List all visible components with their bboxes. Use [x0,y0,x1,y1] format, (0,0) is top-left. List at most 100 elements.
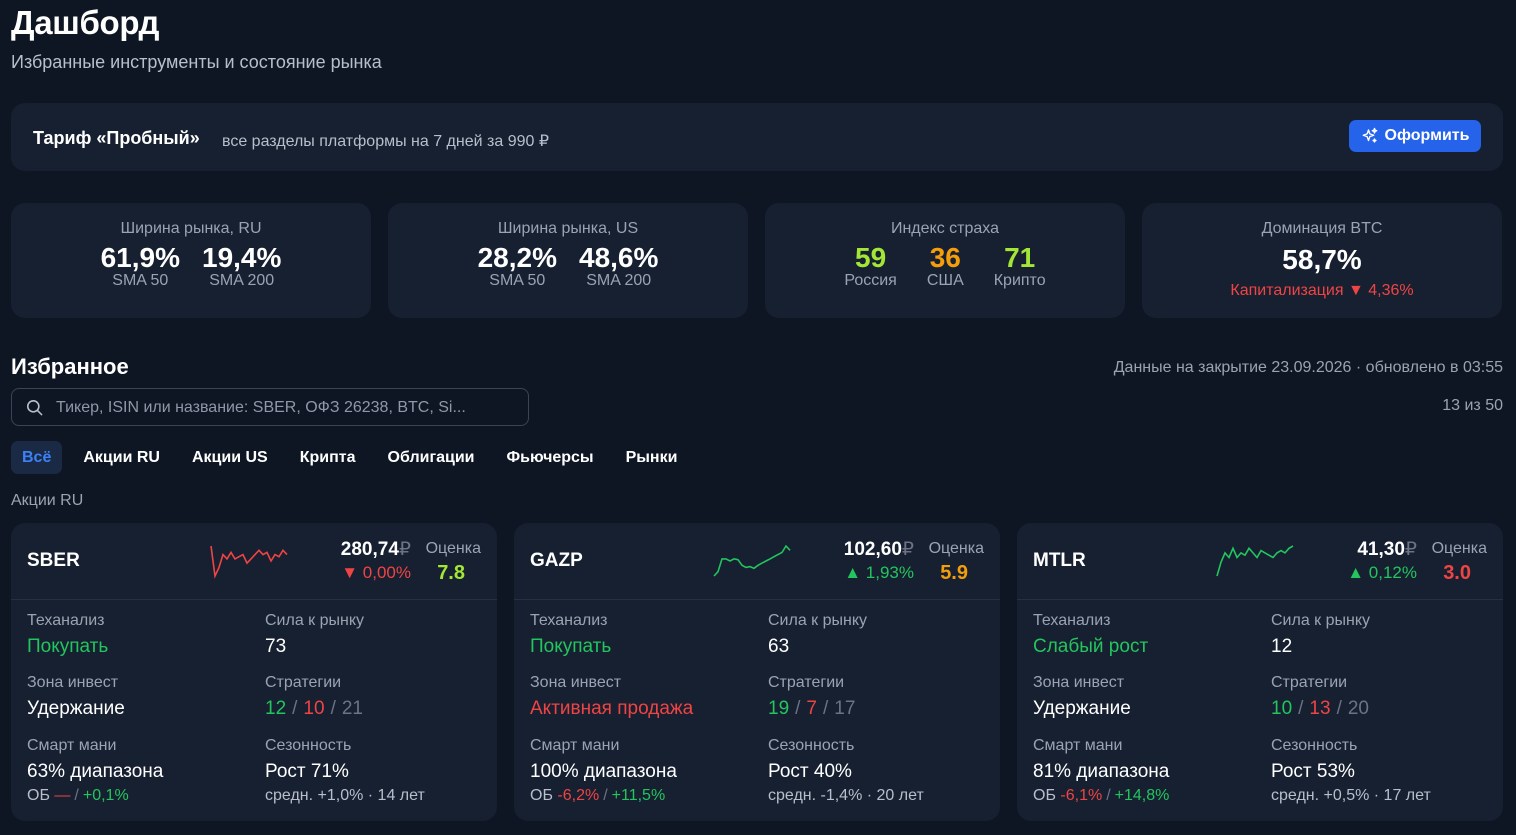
ticker[interactable]: GAZP [530,550,583,571]
ticker[interactable]: MTLR [1033,550,1086,571]
stat-value: 71 [1004,242,1036,273]
strategies-buy: 19 [768,698,790,719]
strategies-buy: 12 [265,698,287,719]
strategies-value: 10/13/20 [1271,698,1491,720]
field-zone: Зона инвест Удержание [27,674,247,720]
field-label: Теханализ [1033,612,1111,629]
ob-a: — [54,787,71,804]
page-title: Дашборд [11,4,160,41]
field-smart-money: Смарт мани 100% диапазона ОБ -6,2% / +11,5… [530,737,750,805]
field-label: Сезонность [768,737,855,754]
price-change: ▲ 0,12% [1347,563,1417,582]
separator: / [1298,698,1304,719]
ob-a: -6,2% [557,787,600,804]
tab-markets[interactable]: Рынки [625,448,678,466]
currency-symbol: ₽ [901,539,914,560]
ob-value: ОБ -6,1% / +14,8% [1033,787,1253,805]
tab-crypto[interactable]: Крипта [299,448,356,466]
page-subtitle: Избранные инструменты и состояние рынка [11,52,382,72]
season-sub: средн. -1,4% · 20 лет [768,787,924,804]
subscribe-button[interactable]: Оформить [1349,120,1481,152]
instrument-card[interactable]: GAZP 102,60₽ ▲ 1,93% Оценка 5.9 Теханали… [514,523,1000,821]
instrument-card[interactable]: SBER 280,74₽ ▼ 0,00% Оценка 7.8 Теханали… [11,523,497,821]
field-strength: Сила к рынку 63 [768,612,988,658]
promo-banner: Тариф «Пробный» все разделы платформы на… [11,103,1503,171]
price-value: 102,60 [843,539,902,560]
field-seasonality: Сезонность Рост 40% средн. -1,4% · 20 ле… [768,737,988,805]
tab-bonds[interactable]: Облигации [387,448,475,466]
field-strategies: Стратегии 19/7/17 [768,674,988,720]
tab-stocks-ru[interactable]: Акции RU [83,448,160,466]
instrument-card[interactable]: MTLR 41,30₽ ▲ 0,12% Оценка 3.0 Теханализ… [1017,523,1503,821]
score-value: 7.8 [437,562,465,584]
stat-title: Ширина рынка, US [497,220,639,237]
score-value: 3.0 [1443,562,1471,584]
separator: / [292,698,298,719]
tab-all[interactable]: Всё [11,441,63,474]
field-label: Теханализ [530,612,608,629]
ob-label: ОБ [27,787,50,804]
stat-label: Россия [844,272,897,289]
strategies-total: 17 [834,698,856,719]
stat-value: 61,9% [100,242,180,273]
price: 280,74₽ [341,538,411,561]
stat-label: SMA 200 [209,272,275,289]
field-label: Сезонность [265,737,352,754]
field-label: Сила к рынку [1271,612,1371,629]
smart-value: 81% диапазона [1033,761,1170,782]
field-label: Зона инвест [530,674,622,691]
stat-label: SMA 50 [112,272,169,289]
category-tabs: Всё Акции RU Акции US Крипта Облигации Ф… [11,441,698,474]
strategies-total: 20 [1347,698,1369,719]
section-label: Акции RU [11,492,84,509]
field-label: Стратегии [1271,674,1348,691]
strength-value: 63 [768,636,790,657]
tab-futures[interactable]: Фьючерсы [506,448,594,466]
sparkline [1216,545,1294,577]
field-seasonality: Сезонность Рост 71% средн. +1,0% · 14 ле… [265,737,485,805]
price-change: ▼ 0,00% [341,563,411,582]
search-input[interactable] [54,389,518,427]
ob-label: ОБ [1033,787,1056,804]
separator: / [330,698,336,719]
field-zone: Зона инвест Активная продажа [530,674,750,720]
field-label: Сезонность [1271,737,1358,754]
ta-value: Покупать [530,636,612,657]
field-ta: Теханализ Слабый рост [1033,612,1253,658]
favorites-count: 13 из 50 [1442,397,1503,414]
separator: / [74,787,79,804]
search-box [11,388,529,427]
score-label: Оценка [928,540,984,557]
stat-label: SMA 50 [489,272,546,289]
sparkline-path [713,544,791,577]
price: 102,60₽ [844,538,914,561]
field-zone: Зона инвест Удержание [1033,674,1253,720]
sparkline-path [1216,545,1294,577]
currency-symbol: ₽ [1404,539,1417,560]
field-ta: Теханализ Покупать [27,612,247,658]
field-label: Смарт мани [27,737,117,754]
stat-value: 58,7% [1282,244,1362,275]
stat-title: Индекс страха [890,220,1000,237]
field-label: Теханализ [27,612,105,629]
stat-value: 28,2% [477,242,557,273]
separator: / [603,787,608,804]
season-value: Рост 71% [265,761,349,782]
field-label: Стратегии [265,674,342,691]
stat-card-breadth-us: Ширина рынка, US 28,2% SMA 50 48,6% SMA 20… [388,203,748,318]
field-seasonality: Сезонность Рост 53% средн. +0,5% · 17 ле… [1271,737,1491,805]
ticker[interactable]: SBER [27,550,80,571]
stat-value: 36 [929,242,961,273]
ob-b: +14,8% [1114,787,1170,804]
promo-text: все разделы платформы на 7 дней за 990 ₽ [222,133,550,150]
stat-sub: Капитализация ▼ 4,36% [1230,282,1414,299]
strategies-value: 19/7/17 [768,698,988,720]
tab-stocks-us[interactable]: Акции US [191,448,268,466]
strength-value: 73 [265,636,287,657]
ob-value: ОБ — / +0,1% [27,787,247,805]
data-updated-text: Данные на закрытие 23.09.2026 · обновлен… [1113,359,1503,376]
stat-value: 48,6% [579,242,659,273]
field-label: Зона инвест [27,674,119,691]
stat-card-btc-dominance: Доминация BTC 58,7% Капитализация ▼ 4,36… [1142,203,1502,318]
strategies-sell: 10 [303,698,325,719]
